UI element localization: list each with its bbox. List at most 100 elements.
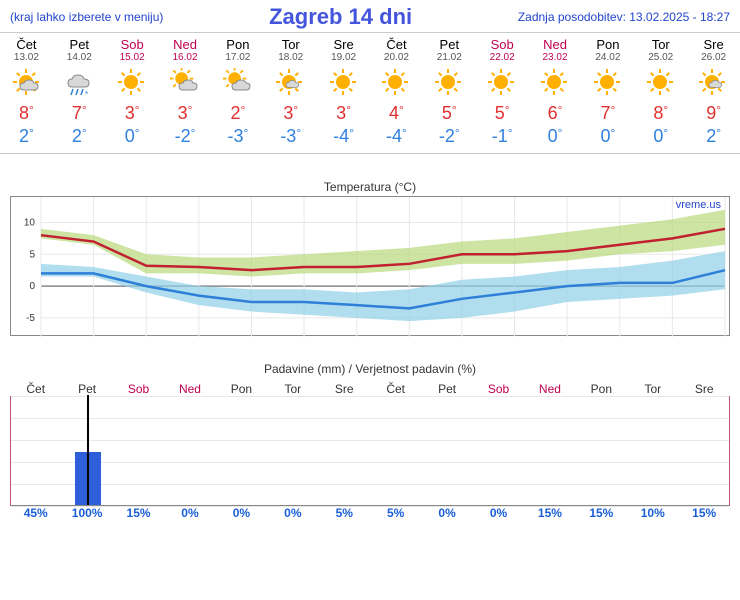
day-column: Pon17.02 2°-3° — [211, 33, 264, 153]
weather-icon — [264, 65, 317, 101]
precip-day-name: Ned — [524, 382, 575, 396]
day-column: Ned23.026°0° — [529, 33, 582, 153]
temp-high: 5° — [423, 103, 476, 124]
temp-low: -3° — [211, 126, 264, 147]
day-name: Ned — [159, 37, 212, 52]
page-title: Zagreb 14 dni — [269, 4, 412, 30]
precip-chart-label: Padavine (mm) / Verjetnost padavin (%) — [0, 362, 740, 376]
day-name: Pon — [211, 37, 264, 52]
precip-bar-col — [626, 396, 677, 505]
temp-high: 2° — [211, 103, 264, 124]
precip-probability: 5% — [319, 506, 370, 520]
precip-days-row: ČetPetSobNedPonTorSreČetPetSobNedPonTorS… — [10, 382, 730, 396]
temp-high: 8° — [0, 103, 53, 124]
menu-note: (kraj lahko izberete v meniju) — [10, 10, 163, 24]
precip-bar-col — [267, 396, 318, 505]
weather-icon — [581, 65, 634, 101]
precip-bar-col — [370, 396, 421, 505]
day-name: Sre — [687, 37, 740, 52]
day-column: Čet13.02 8°2° — [0, 33, 53, 153]
precip-day-name: Tor — [267, 382, 318, 396]
temp-high: 5° — [476, 103, 529, 124]
day-date: 19.02 — [317, 52, 370, 63]
day-column: Sre19.02 3°-4° — [317, 33, 370, 153]
weather-icon — [106, 65, 159, 101]
temp-low: -2° — [159, 126, 212, 147]
precip-probability-row: 45%100%15%0%0%0%5%5%0%0%15%15%10%15% — [10, 506, 730, 520]
temp-low: -4° — [317, 126, 370, 147]
day-column: Sob15.02 3°0° — [106, 33, 159, 153]
temp-low: 0° — [634, 126, 687, 147]
temp-low: 2° — [0, 126, 53, 147]
day-column: Pet14.02*7°2° — [53, 33, 106, 153]
temp-high: 7° — [53, 103, 106, 124]
temp-low: -4° — [370, 126, 423, 147]
day-name: Sre — [317, 37, 370, 52]
weather-icon — [423, 65, 476, 101]
day-date: 13.02 — [0, 52, 53, 63]
day-column: Ned16.02 3°-2° — [159, 33, 212, 153]
day-column: Sre26.029°2° — [687, 33, 740, 153]
weather-icon: * — [53, 65, 106, 101]
svg-text:-5: -5 — [26, 313, 35, 324]
day-date: 16.02 — [159, 52, 212, 63]
precip-probability: 0% — [267, 506, 318, 520]
precip-bar-col — [165, 396, 216, 505]
day-column: Pon24.027°0° — [581, 33, 634, 153]
precip-day-name: Čet — [370, 382, 421, 396]
day-column: Čet20.024°-4° — [370, 33, 423, 153]
precip-error-bar — [87, 395, 89, 505]
temp-high: 3° — [317, 103, 370, 124]
precip-bar-col — [575, 396, 626, 505]
temp-high: 9° — [687, 103, 740, 124]
day-date: 21.02 — [423, 52, 476, 63]
day-date: 24.02 — [581, 52, 634, 63]
temp-low: -2° — [423, 126, 476, 147]
weather-icon — [687, 65, 740, 101]
day-column: Pet21.02 5°-2° — [423, 33, 476, 153]
watermark: vreme.us — [676, 199, 721, 211]
day-date: 23.02 — [529, 52, 582, 63]
precip-probability: 45% — [10, 506, 61, 520]
precip-day-name: Sre — [319, 382, 370, 396]
temp-low: 0° — [529, 126, 582, 147]
weather-icon — [529, 65, 582, 101]
temp-high: 3° — [264, 103, 317, 124]
precip-day-name: Pon — [216, 382, 267, 396]
temp-high: 3° — [106, 103, 159, 124]
temp-chart-label: Temperatura (°C) — [0, 180, 740, 194]
day-date: 22.02 — [476, 52, 529, 63]
temperature-chart: -50510 vreme.us — [10, 196, 730, 336]
temp-high: 3° — [159, 103, 212, 124]
day-name: Čet — [0, 37, 53, 52]
day-date: 15.02 — [106, 52, 159, 63]
precip-probability: 100% — [61, 506, 112, 520]
precip-day-name: Sob — [473, 382, 524, 396]
weather-icon — [476, 65, 529, 101]
day-name: Pet — [423, 37, 476, 52]
temp-low: -1° — [476, 126, 529, 147]
day-column: Tor18.023°-3° — [264, 33, 317, 153]
precip-bar-col — [216, 396, 267, 505]
precip-day-name: Čet — [10, 382, 61, 396]
svg-text:*: * — [85, 90, 88, 99]
precip-probability: 15% — [576, 506, 627, 520]
precip-bar-col — [473, 396, 524, 505]
updated-label: Zadnja posodobitev: 13.02.2025 - 18:27 — [518, 10, 730, 24]
precip-day-name: Pet — [61, 382, 112, 396]
day-date: 26.02 — [687, 52, 740, 63]
weather-icon — [159, 65, 212, 101]
precip-bar-col — [524, 396, 575, 505]
precipitation-chart: 00551010151520202525 — [10, 396, 730, 506]
day-name: Čet — [370, 37, 423, 52]
weather-icon — [634, 65, 687, 101]
top-bar: (kraj lahko izberete v meniju) Zagreb 14… — [0, 0, 740, 32]
temp-low: 0° — [106, 126, 159, 147]
day-name: Sob — [476, 37, 529, 52]
day-date: 25.02 — [634, 52, 687, 63]
day-date: 17.02 — [211, 52, 264, 63]
day-name: Sob — [106, 37, 159, 52]
forecast-days-row: Čet13.028°2°Pet14.02*7°2°Sob15.023°0°Ned… — [0, 32, 740, 154]
weather-icon — [317, 65, 370, 101]
weather-icon — [211, 65, 264, 101]
